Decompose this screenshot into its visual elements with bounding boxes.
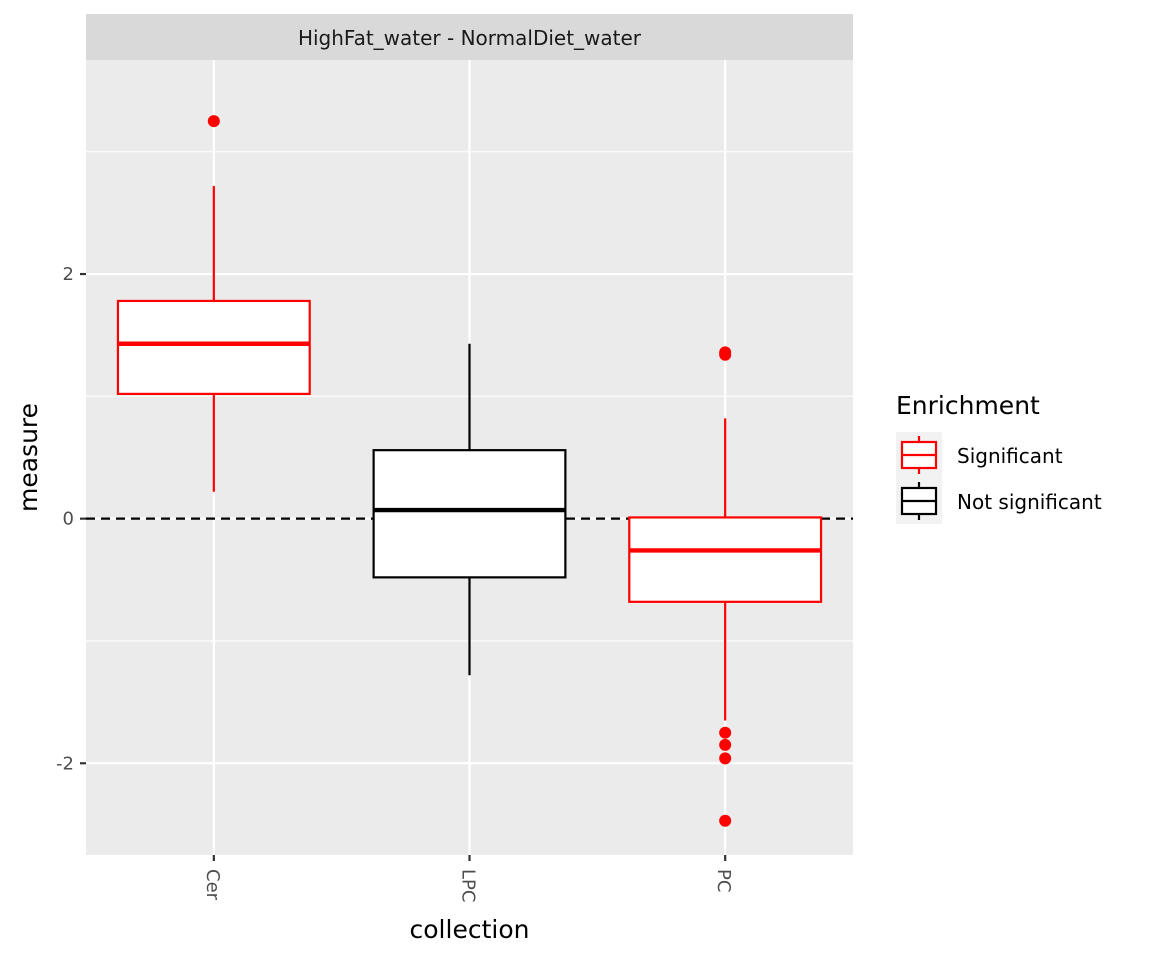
box-iqr	[628, 516, 823, 603]
facet-title: HighFat_water - NormalDiet_water	[298, 26, 642, 50]
legend-keys	[896, 432, 942, 524]
legend-title: Enrichment	[896, 391, 1040, 420]
box-lpc	[372, 343, 567, 676]
axes-group: -2 0 2 Cer LPC PC	[56, 264, 734, 902]
y-tick-label: 2	[63, 264, 74, 285]
boxes-group	[116, 115, 823, 827]
legend-key-not-significant	[896, 478, 942, 524]
outlier-point	[207, 115, 220, 128]
legend-label-significant: Significant	[957, 444, 1063, 468]
legend-label-not-significant: Not significant	[957, 490, 1102, 514]
outlier-point	[719, 814, 732, 827]
x-tick-label: PC	[713, 869, 734, 892]
outlier-point	[719, 348, 732, 361]
x-axis-title: collection	[410, 915, 530, 944]
facet-strip	[86, 14, 853, 60]
y-tick-label: 0	[63, 509, 74, 530]
legend-key-significant	[896, 432, 942, 478]
legend: Enrichment Significant Not significant	[896, 391, 1102, 524]
box-iqr	[372, 449, 567, 579]
y-axis-title: measure	[14, 403, 43, 512]
x-tick-label: Cer	[202, 869, 223, 901]
outlier-point	[719, 726, 732, 739]
x-tick-label: LPC	[458, 869, 479, 902]
outlier-point	[719, 752, 732, 765]
y-tick-label: -2	[56, 753, 74, 774]
box-pc	[628, 346, 823, 827]
box-cer	[116, 115, 311, 492]
box-iqr	[116, 299, 311, 396]
outlier-point	[719, 738, 732, 751]
